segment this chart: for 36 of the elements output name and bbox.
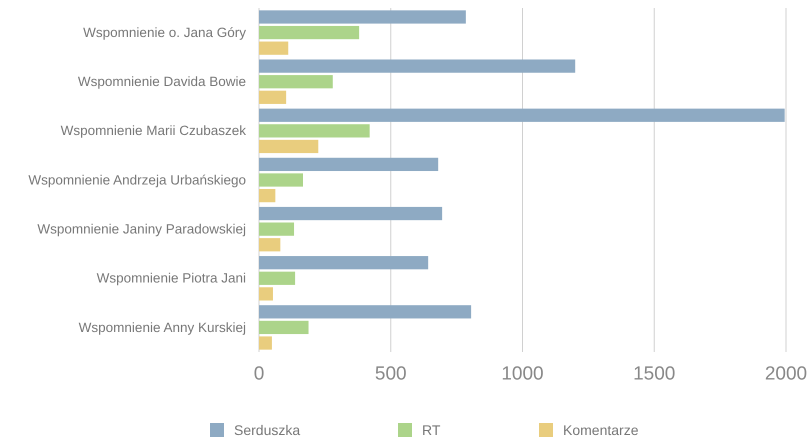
bar (259, 59, 576, 73)
y-tick-label: Wspomnienie Marii Czubaszek (60, 123, 246, 138)
y-tick-label: Wspomnienie Davida Bowie (78, 74, 246, 90)
bar (259, 320, 309, 334)
x-tick-label: 0 (254, 363, 264, 384)
y-tick-label: Wspomnienie Piotra Jani (96, 270, 246, 286)
bar (259, 90, 286, 104)
x-tick-label: 500 (374, 363, 407, 384)
y-tick-label: Wspomnienie o. Jana Góry (83, 24, 246, 40)
legend-label: RT (422, 422, 441, 438)
bar (259, 26, 360, 40)
x-tick-label: 2000 (764, 363, 808, 384)
bar (259, 272, 296, 285)
bar (259, 305, 472, 318)
legend-label: Serduszka (234, 422, 300, 438)
bar (259, 75, 333, 88)
x-tick-label: 1000 (501, 363, 544, 384)
x-tick-label: 1500 (633, 363, 676, 384)
bar (259, 158, 438, 172)
bar (259, 206, 442, 220)
bar (259, 108, 785, 122)
bar (259, 10, 466, 24)
y-tick-label: Wspomnienie Janiny Paradowskiej (37, 221, 246, 236)
y-tick-label: Wspomnienie Anny Kurskiej (78, 320, 246, 335)
bar (259, 140, 318, 154)
bar (259, 287, 273, 301)
bar (259, 188, 276, 202)
bar (259, 173, 304, 187)
bar (259, 222, 294, 236)
bar (259, 238, 280, 252)
bar (259, 42, 288, 55)
legend-label: Komentarze (563, 422, 639, 438)
y-tick-label: Wspomnienie Andrzeja Urbańskiego (28, 172, 246, 188)
bar (259, 256, 428, 270)
bar (259, 124, 370, 138)
bar (259, 336, 272, 350)
